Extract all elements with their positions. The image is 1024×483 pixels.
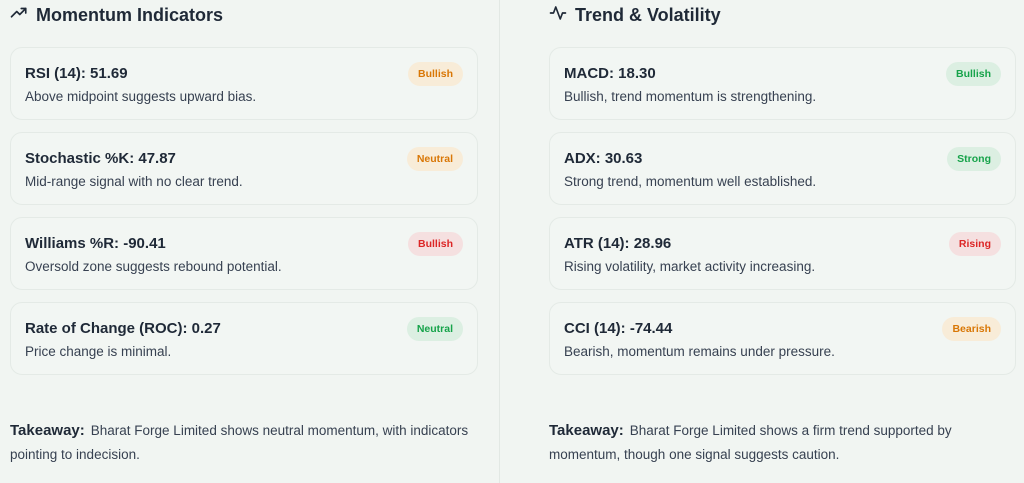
takeaway-label: Takeaway: xyxy=(10,422,85,439)
status-badge: Neutral xyxy=(406,147,463,171)
indicator-title: ATR (14): 28.96 xyxy=(564,235,672,252)
indicator-title: RSI (14): 51.69 xyxy=(25,65,128,82)
status-badge: Strong xyxy=(947,147,1001,171)
indicator-title: CCI (14): -74.44 xyxy=(564,320,673,337)
status-badge: Bullish xyxy=(407,62,463,86)
indicator-description: Bearish, momentum remains under pressure… xyxy=(564,344,835,359)
indicator-title: Williams %R: -90.41 xyxy=(25,235,166,252)
momentum-header: Momentum Indicators xyxy=(10,3,223,27)
momentum-section: Momentum Indicators RSI (14): 51.69 Abov… xyxy=(10,0,478,483)
indicator-card-adx: ADX: 30.63 Strong trend, momentum well e… xyxy=(549,132,1016,205)
activity-icon xyxy=(549,4,567,27)
status-badge: Bullish xyxy=(407,232,463,256)
indicator-card-stochastic: Stochastic %K: 47.87 Mid-range signal wi… xyxy=(10,132,478,205)
indicator-description: Above midpoint suggests upward bias. xyxy=(25,89,257,104)
indicator-description: Bullish, trend momentum is strengthening… xyxy=(564,89,817,104)
indicator-card-rsi: RSI (14): 51.69 Above midpoint suggests … xyxy=(10,47,478,120)
trend-section: Trend & Volatility MACD: 18.30 Bullish, … xyxy=(549,0,1016,483)
indicator-title: Stochastic %K: 47.87 xyxy=(25,150,176,167)
indicator-description: Price change is minimal. xyxy=(25,344,172,359)
indicator-card-roc: Rate of Change (ROC): 0.27 Price change … xyxy=(10,302,478,375)
takeaway-text: Bharat Forge Limited shows a firm trend … xyxy=(549,423,952,462)
status-badge: Bullish xyxy=(945,62,1001,86)
indicator-description: Strong trend, momentum well established. xyxy=(564,174,817,189)
section-title: Momentum Indicators xyxy=(36,4,224,25)
indicator-card-atr: ATR (14): 28.96 Rising volatility, marke… xyxy=(549,217,1016,290)
indicator-card-cci: CCI (14): -74.44 Bearish, momentum remai… xyxy=(549,302,1016,375)
indicator-title: Rate of Change (ROC): 0.27 xyxy=(25,320,221,337)
status-badge: Bearish xyxy=(942,317,1001,341)
trending-up-icon xyxy=(10,4,28,27)
indicator-description: Oversold zone suggests rebound potential… xyxy=(25,259,282,274)
indicator-title: MACD: 18.30 xyxy=(564,65,656,82)
status-badge: Rising xyxy=(948,232,1001,256)
indicator-card-macd: MACD: 18.30 Bullish, trend momentum is s… xyxy=(549,47,1016,120)
momentum-takeaway: Takeaway: Bharat Forge Limited shows neut… xyxy=(10,419,470,467)
status-badge: Neutral xyxy=(406,317,463,341)
takeaway-text: Bharat Forge Limited shows neutral momen… xyxy=(10,423,469,462)
indicator-description: Rising volatility, market activity incre… xyxy=(564,259,816,274)
indicator-card-williams: Williams %R: -90.41 Oversold zone sugges… xyxy=(10,217,478,290)
column-divider xyxy=(499,0,500,483)
section-title: Trend & Volatility xyxy=(575,4,721,25)
trend-header: Trend & Volatility xyxy=(549,3,721,27)
indicator-description: Mid-range signal with no clear trend. xyxy=(25,174,243,189)
trend-takeaway: Takeaway: Bharat Forge Limited shows a fi… xyxy=(549,419,1009,467)
indicator-title: ADX: 30.63 xyxy=(564,150,643,167)
takeaway-label: Takeaway: xyxy=(549,422,624,439)
